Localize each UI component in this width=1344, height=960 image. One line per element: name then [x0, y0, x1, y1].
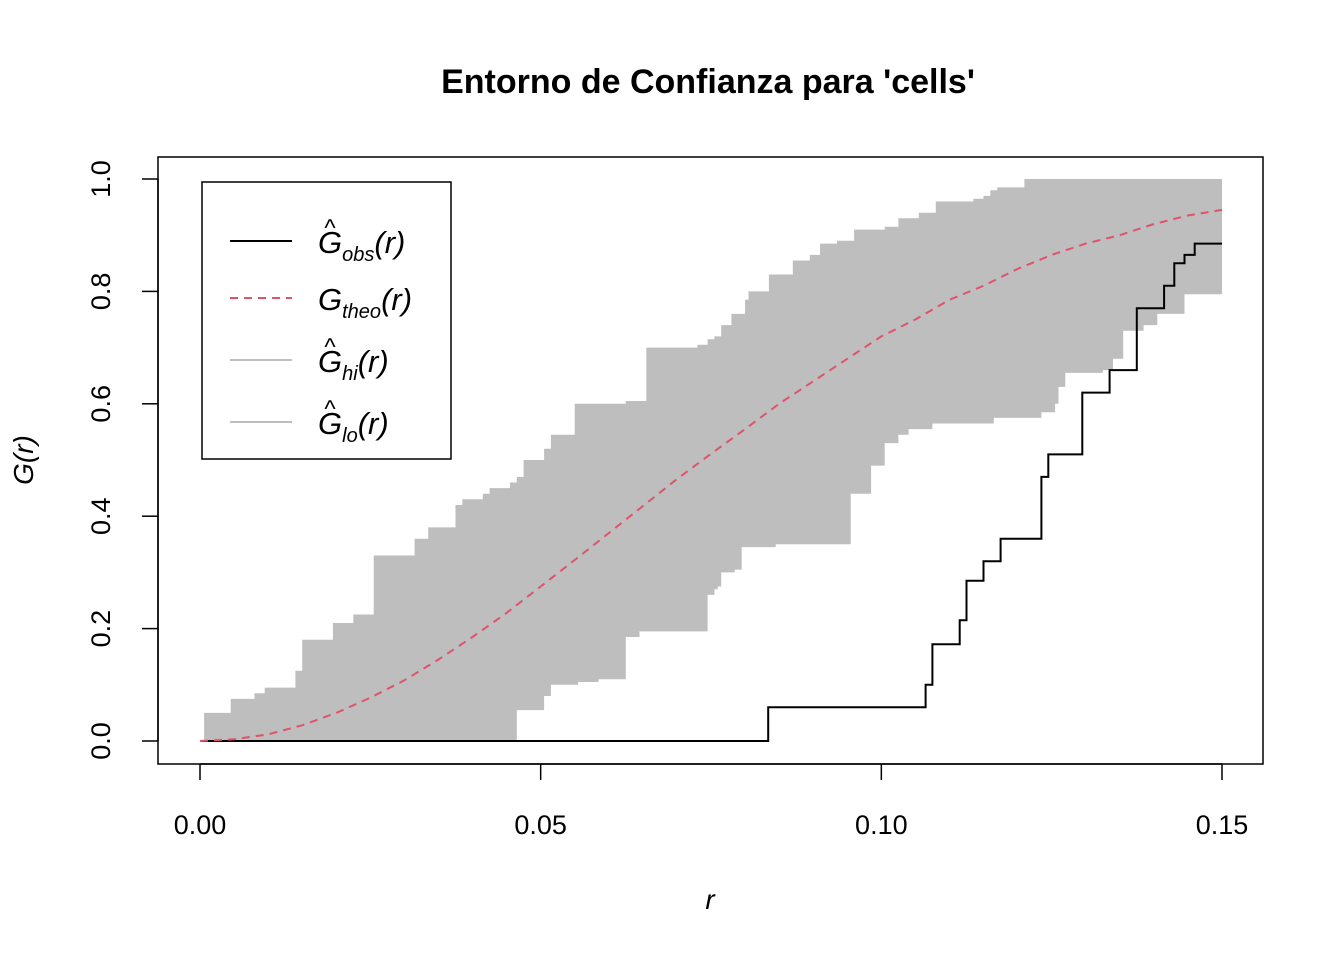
series-obs-line — [200, 242, 1222, 742]
legend-hat: ^ — [324, 334, 336, 361]
y-tick-label-group: 0.4 — [86, 497, 116, 535]
x-tick-label: 0.05 — [514, 810, 567, 840]
legend-item-obs: ^Gobs(r) — [230, 215, 405, 266]
y-axis: 0.0 0.2 0.4 0.6 0.8 1.0 — [86, 160, 159, 760]
legend-sub: theo — [342, 301, 381, 323]
y-tick-label-group: 0.2 — [86, 610, 116, 648]
legend-main: G — [318, 282, 342, 317]
legend-box — [201, 181, 452, 460]
y-tick-label: 0.2 — [86, 610, 116, 648]
legend-item-lo: ^Glo(r) — [230, 396, 389, 447]
plot-area — [199, 179, 1223, 742]
legend-main: G — [318, 406, 342, 441]
legend-arg: (r) — [358, 344, 389, 379]
chart-title: Entorno de Confianza para 'cells' — [441, 63, 975, 101]
legend-sub: hi — [342, 363, 358, 385]
legend-item-theo: Gtheo(r) — [230, 282, 412, 323]
x-axis-label: r — [705, 884, 716, 915]
y-tick-label-group: 0.8 — [86, 273, 116, 311]
y-axis-label: G(r) — [8, 435, 39, 485]
confidence-band — [200, 179, 1222, 741]
y-tick-label: 0.6 — [86, 385, 116, 423]
y-tick-label-group: 1.0 — [86, 160, 116, 198]
legend-label-hi: Ghi(r) — [318, 344, 389, 385]
y-tick-label-group: 0.6 — [86, 385, 116, 423]
y-axis-label-text: G(r) — [8, 435, 39, 485]
y-tick-label: 1.0 — [86, 160, 116, 198]
x-tick-label: 0.15 — [1196, 810, 1249, 840]
x-axis: 0.00 0.05 0.10 0.15 — [174, 763, 1249, 840]
y-tick-label: 0.4 — [86, 497, 116, 535]
legend-hat: ^ — [324, 396, 336, 423]
svg-text:G(r): G(r) — [8, 435, 39, 485]
legend-sub: obs — [342, 244, 374, 266]
x-tick-label: 0.00 — [174, 810, 227, 840]
legend-label-theo: Gtheo(r) — [318, 282, 412, 323]
x-tick-label: 0.10 — [855, 810, 908, 840]
legend: ^Gobs(r)Gtheo(r)^Ghi(r)^Glo(r) — [201, 181, 452, 460]
legend-arg: (r) — [381, 282, 412, 317]
legend-main: G — [318, 225, 342, 260]
legend-hat: ^ — [324, 215, 336, 242]
y-tick-label: 0.8 — [86, 273, 116, 311]
legend-main: G — [318, 344, 342, 379]
legend-label-lo: Glo(r) — [318, 406, 389, 447]
legend-arg: (r) — [358, 406, 389, 441]
y-tick-label: 0.0 — [86, 722, 116, 760]
legend-arg: (r) — [374, 225, 405, 260]
legend-item-hi: ^Ghi(r) — [230, 334, 389, 385]
legend-label-obs: Gobs(r) — [318, 225, 405, 266]
legend-sub: lo — [342, 425, 358, 447]
y-tick-label-group: 0.0 — [86, 722, 116, 760]
